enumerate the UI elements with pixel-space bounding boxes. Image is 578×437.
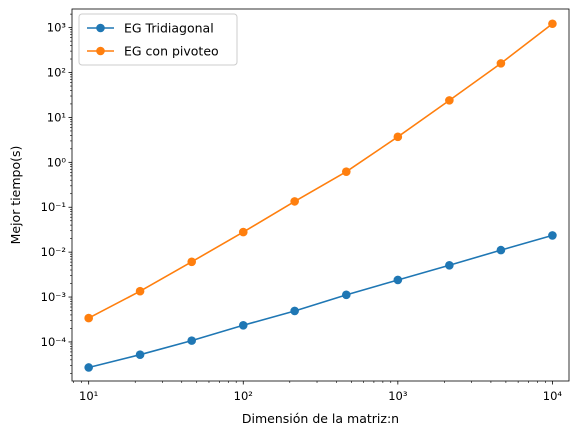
data-point bbox=[548, 231, 557, 240]
data-point bbox=[445, 96, 454, 105]
legend-marker bbox=[96, 46, 105, 56]
data-point bbox=[84, 313, 93, 323]
series-2 bbox=[84, 19, 557, 323]
axes-frame bbox=[71, 8, 570, 382]
data-point bbox=[393, 132, 403, 142]
data-point bbox=[135, 286, 145, 296]
y-tick-label: 10⁻² bbox=[41, 245, 66, 259]
data-point bbox=[341, 290, 351, 300]
legend-box bbox=[78, 13, 238, 66]
data-point bbox=[496, 59, 506, 68]
data-point bbox=[84, 363, 93, 372]
plot-area bbox=[84, 19, 557, 372]
series-line bbox=[88, 23, 553, 319]
legend-marker bbox=[96, 23, 105, 33]
x-tick-label: 10¹ bbox=[79, 389, 98, 403]
y-tick-label: 10⁻¹ bbox=[41, 200, 66, 214]
y-tick-label: 10⁰ bbox=[47, 155, 67, 169]
data-point bbox=[496, 245, 506, 255]
y-tick-label: 10² bbox=[47, 66, 66, 80]
axis-ticks: 10¹ 10² 10³ 10⁴ 10⁻⁴ 10⁻³ 10⁻² 10⁻¹ 10⁰ 10¹ 10² 10³ bbox=[41, 13, 563, 403]
x-axis-label: Dimensión de la matriz:n bbox=[242, 411, 399, 426]
data-point bbox=[187, 257, 197, 267]
y-tick-label: 10⁻³ bbox=[41, 290, 67, 304]
y-tick-label: 10⁻⁴ bbox=[41, 335, 67, 349]
data-point bbox=[341, 167, 351, 176]
data-point bbox=[238, 320, 248, 330]
legend-label: EG Tridiagonal bbox=[124, 21, 214, 36]
data-point bbox=[548, 19, 557, 29]
x-tick-label: 10³ bbox=[388, 389, 408, 403]
legend-label: EG con pivoteo bbox=[124, 44, 219, 59]
data-point bbox=[393, 275, 403, 285]
y-tick-label: 10¹ bbox=[47, 110, 66, 124]
series-1 bbox=[84, 231, 557, 372]
data-point bbox=[187, 336, 197, 345]
data-point bbox=[238, 227, 248, 237]
y-axis-label: Mejor tiempo(s) bbox=[8, 146, 23, 245]
data-point bbox=[445, 260, 454, 270]
data-point bbox=[135, 350, 145, 360]
series-line bbox=[88, 234, 553, 369]
y-tick-label: 10³ bbox=[47, 21, 67, 35]
x-tick-label: 10² bbox=[234, 389, 253, 403]
legend: EG Tridiagonal EG con pivoteo bbox=[78, 13, 238, 66]
data-point bbox=[290, 306, 299, 316]
x-tick-label: 10⁴ bbox=[543, 389, 563, 403]
data-point bbox=[290, 197, 299, 206]
